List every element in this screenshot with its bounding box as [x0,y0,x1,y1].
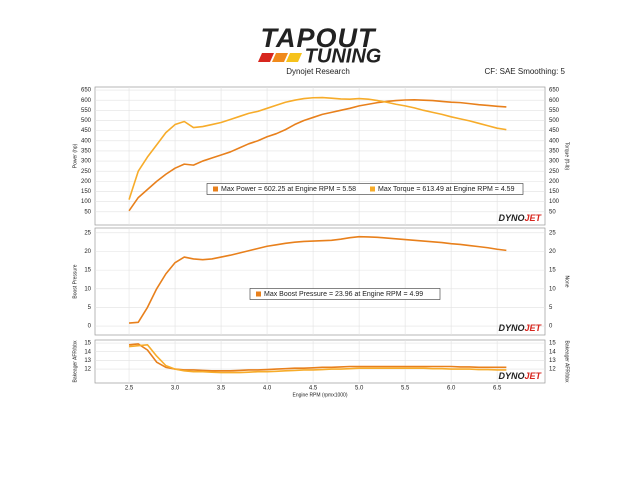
y2-tick-label: 25 [549,230,556,236]
subtitle: Dynojet Research [286,67,350,76]
y-tick-label: 400 [81,138,92,144]
y-tick-label: 20 [84,249,91,255]
y-tick-label: 650 [81,88,92,94]
y2-tick-label: 200 [549,179,560,185]
y-tick-label: 150 [81,189,92,195]
y-axis-label: Boost Pressure [72,264,78,298]
watermark: DYNOJET [498,323,542,333]
y2-tick-label: 0 [549,324,553,330]
y2-tick-label: 450 [549,128,560,134]
legend-box [206,183,524,195]
y2-tick-label: 15 [549,341,556,347]
series-line [128,96,507,200]
y2-tick-label: 350 [549,149,560,155]
y-tick-label: 12 [84,367,91,373]
watermark: DYNOJET [498,371,542,381]
y-tick-label: 100 [81,199,92,205]
y-tick-label: 15 [84,341,91,347]
series-line [128,98,507,212]
logo-bottom: TUNING [305,45,382,67]
y2-tick-label: 650 [549,88,560,94]
series-line [128,343,507,374]
y-tick-label: 14 [84,349,91,355]
x-tick-label: 3.5 [217,386,226,392]
series-line [128,235,507,324]
logo: TAPOUT TUNING [258,23,381,67]
y2-tick-label: 13 [549,358,556,364]
legend-text: Max Boost Pressure = 23.96 at Engine RPM… [264,291,423,298]
y2-tick-label: 5 [549,305,553,311]
info: CF: SAE Smoothing: 5 [485,67,566,76]
watermark-part: JET [524,323,542,333]
y-axis-label: Power (hp) [72,143,78,168]
logo-top: TAPOUT [261,23,377,53]
legend-box [249,288,441,300]
y-tick-label: 0 [88,324,92,330]
x-tick-label: 3.0 [171,386,180,392]
y2-axis-label: Bakeager AFR/bbx [564,341,570,383]
x-tick-label: 5.0 [355,386,364,392]
y-tick-label: 300 [81,159,92,165]
watermark-part: JET [524,213,542,223]
y2-tick-label: 10 [549,286,556,292]
y2-tick-label: 300 [549,159,560,165]
x-tick-label: 5.5 [401,386,410,392]
y2-axis-label: Torque (ft-lb) [564,142,570,171]
legend-swatch [256,291,261,297]
x-tick-label: 2.5 [125,386,134,392]
x-tick-label: 6.5 [493,386,502,392]
y-tick-label: 350 [81,149,92,155]
y2-tick-label: 600 [549,98,560,104]
watermark-part: DYNO [498,371,524,381]
panel [94,86,546,226]
legend-swatch [370,186,375,192]
y-axis-label: Bakeager AFR/bbx [72,340,78,382]
x-axis-label: Engine RPM (rpmx1000) [292,392,347,398]
watermark-part: DYNO [498,323,524,333]
y-tick-label: 550 [81,108,92,114]
logo-bar [258,53,274,62]
y2-tick-label: 500 [549,118,560,124]
y-tick-label: 450 [81,128,92,134]
y2-tick-label: 250 [549,169,560,175]
y2-tick-label: 20 [549,249,556,255]
y-tick-label: 500 [81,118,92,124]
y-tick-label: 10 [84,286,91,292]
series-line [128,343,507,372]
y-tick-label: 25 [84,230,91,236]
watermark-part: JET [524,371,542,381]
y2-axis-label: None [564,276,570,288]
y-tick-label: 50 [84,209,91,215]
legend-text: Max Power = 602.25 at Engine RPM = 5.58 [221,186,356,193]
x-tick-label: 6.0 [447,386,456,392]
y-tick-label: 13 [84,358,91,364]
y-tick-label: 200 [81,179,92,185]
legend-swatch [213,186,218,192]
x-tick-label: 4.5 [309,386,318,392]
y2-tick-label: 400 [549,138,560,144]
y-tick-label: 15 [84,268,91,274]
logo-bar [272,53,288,62]
y2-tick-label: 14 [549,349,556,355]
y-tick-label: 600 [81,98,92,104]
watermark: DYNOJET [498,213,542,223]
logo-bar [286,53,302,62]
y2-tick-label: 150 [549,189,560,195]
x-tick-label: 4.0 [263,386,272,392]
y2-tick-label: 15 [549,268,556,274]
panel [94,227,546,336]
watermark-part: DYNO [498,213,524,223]
y-tick-label: 250 [81,169,92,175]
y2-tick-label: 50 [549,209,556,215]
y2-tick-label: 12 [549,367,556,373]
y2-tick-label: 100 [549,199,560,205]
panel [94,339,546,384]
legend-text: Max Torque = 613.49 at Engine RPM = 4.59 [378,186,515,193]
y2-tick-label: 550 [549,108,560,114]
y-tick-label: 5 [88,305,92,311]
